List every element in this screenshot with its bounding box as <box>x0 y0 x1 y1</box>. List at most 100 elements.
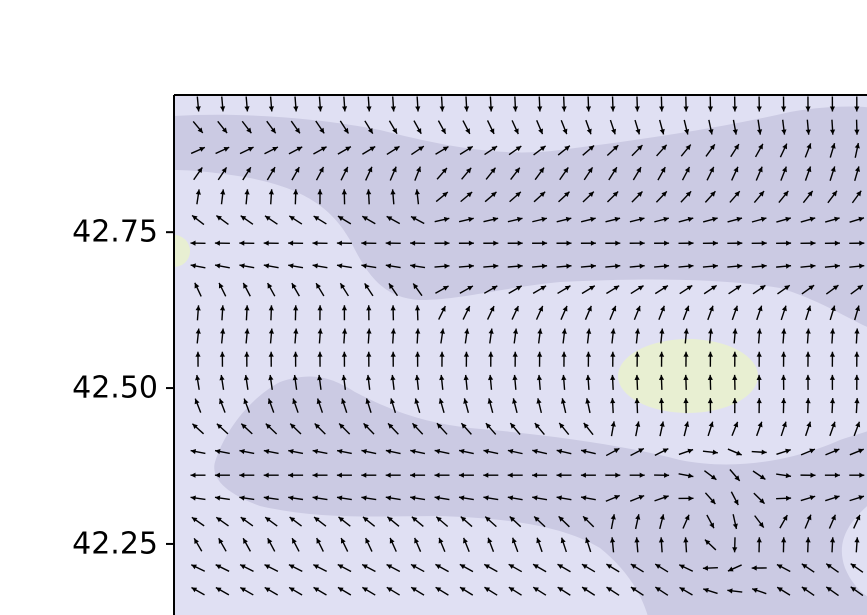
vector-arrow <box>361 263 377 269</box>
vector-arrow <box>385 448 401 455</box>
vector-arrow <box>605 494 620 502</box>
vector-arrow <box>727 240 743 246</box>
vector-arrow <box>487 398 494 414</box>
vector-arrow <box>315 120 325 134</box>
vector-arrow <box>434 495 450 501</box>
vector-arrow <box>678 473 694 479</box>
vector-arrows <box>190 96 865 597</box>
vector-arrow <box>828 514 837 529</box>
vector-arrow <box>850 284 864 295</box>
vector-arrow <box>338 422 351 435</box>
vector-arrow <box>754 143 764 158</box>
vector-arrow <box>340 537 349 552</box>
vector-arrow <box>854 351 860 367</box>
vector-arrow <box>214 263 230 269</box>
vector-arrow <box>483 472 499 478</box>
vector-arrow <box>459 285 474 294</box>
vector-arrow <box>385 495 401 501</box>
vector-arrow <box>756 96 762 112</box>
vector-arrow <box>851 190 862 204</box>
vector-arrow <box>410 263 426 269</box>
vector-arrow <box>242 537 252 552</box>
vector-arrow <box>756 537 762 553</box>
vector-arrow <box>804 421 812 437</box>
vector-arrow <box>483 563 498 573</box>
vector-arrow <box>854 328 860 344</box>
vector-arrow <box>341 305 348 321</box>
vector-arrow <box>849 495 865 502</box>
vector-arrow <box>631 144 643 157</box>
vector-arrow <box>336 263 352 269</box>
vector-arrow <box>313 516 327 527</box>
vector-arrow <box>434 240 450 246</box>
vector-arrow <box>434 216 450 223</box>
vector-arrow <box>610 328 616 344</box>
vector-arrow <box>654 240 670 246</box>
vector-arrow <box>317 328 323 344</box>
vector-arrow <box>291 537 300 552</box>
vector-arrow <box>293 328 299 344</box>
vector-arrow <box>240 516 254 527</box>
vector-arrow <box>732 328 738 344</box>
vector-arrow <box>729 190 741 203</box>
vector-arrow <box>536 537 543 553</box>
vector-arrow <box>411 516 424 527</box>
vector-arrow <box>242 282 251 297</box>
vector-arrow <box>461 167 472 180</box>
vector-arrow <box>484 516 497 528</box>
vector-arrow <box>288 240 304 246</box>
vector-arrow <box>751 449 767 455</box>
vector-arrow <box>776 563 791 573</box>
vector-arrow <box>800 240 816 246</box>
vector-arrow <box>583 422 594 436</box>
vector-arrow <box>219 351 225 367</box>
vector-arrow <box>557 586 571 596</box>
vector-arrow <box>410 563 425 573</box>
vector-arrow <box>729 469 741 482</box>
vector-arrow <box>458 472 474 478</box>
vector-arrow <box>386 586 400 596</box>
vector-arrow <box>291 282 300 297</box>
vector-arrow <box>365 398 372 413</box>
vector-arrow <box>266 166 276 181</box>
vector-arrow <box>438 305 446 320</box>
vector-arrow <box>268 351 274 367</box>
vector-arrow <box>581 285 596 295</box>
vector-arrow <box>557 145 571 156</box>
vector-arrow <box>683 398 689 414</box>
vector-arrow <box>316 537 324 552</box>
vector-arrow <box>532 563 547 573</box>
vector-arrow <box>312 495 328 501</box>
vector-arrow <box>216 423 229 435</box>
vector-arrow <box>751 565 767 571</box>
vector-arrow <box>659 96 665 112</box>
vector-arrow <box>702 216 718 223</box>
vector-arrow <box>288 215 303 225</box>
vector-arrow <box>780 421 787 437</box>
vector-arrow <box>337 586 352 596</box>
vector-arrow <box>781 537 787 553</box>
vector-arrow <box>801 586 815 597</box>
vector-arrow <box>825 563 839 573</box>
vector-arrow <box>414 166 421 181</box>
vector-arrow <box>194 282 202 297</box>
vector-arrow <box>458 263 474 269</box>
vector-arrow <box>414 398 421 413</box>
vector-arrow <box>263 472 279 478</box>
vector-arrow <box>512 96 518 112</box>
vector-arrow <box>507 216 523 223</box>
vector-arrow <box>800 495 816 502</box>
vector-arrow <box>605 263 621 269</box>
vector-arrow <box>854 96 860 112</box>
contour-region-low <box>174 106 867 327</box>
vector-arrow <box>829 351 836 367</box>
vector-arrow <box>365 166 373 181</box>
vector-arrow <box>288 586 303 596</box>
vector-arrow <box>678 495 694 501</box>
vector-arrow <box>804 514 812 529</box>
vector-arrow <box>244 305 250 321</box>
vector-arrow <box>337 563 352 573</box>
vector-arrow <box>415 96 421 112</box>
vector-arrow <box>508 586 522 596</box>
vector-arrow <box>289 516 303 527</box>
